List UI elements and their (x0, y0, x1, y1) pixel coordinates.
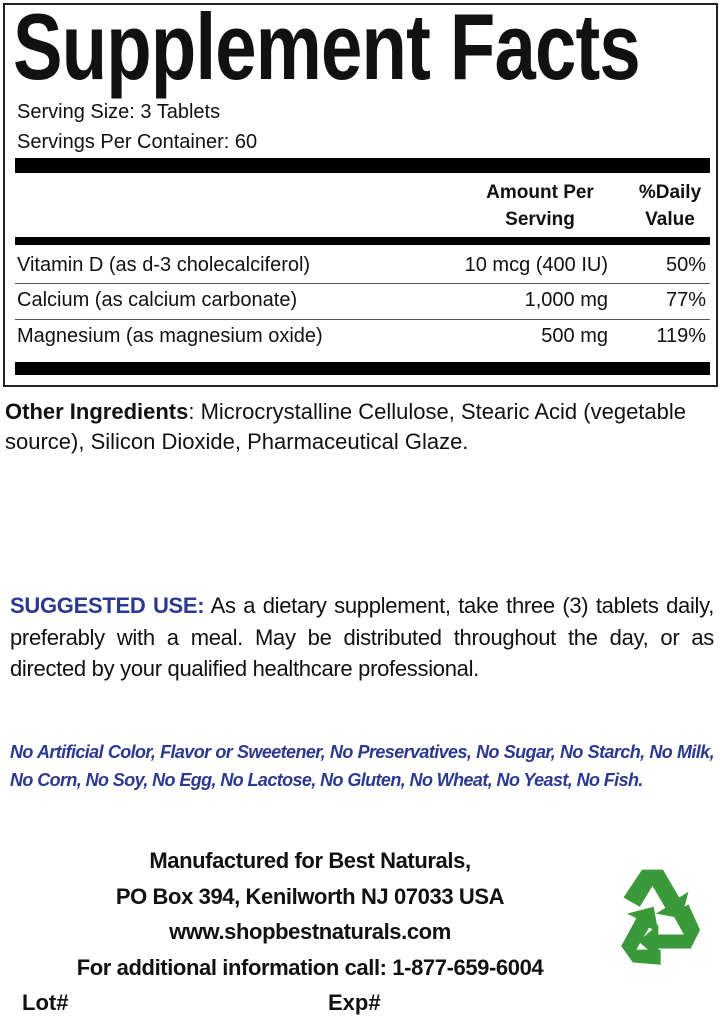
manufacturer-phone: For additional information call: 1-877-6… (76, 955, 544, 980)
free-from-statement: No Artificial Color, Flavor or Sweetener… (10, 742, 715, 790)
servings-per-container: Servings Per Container: 60 (17, 131, 258, 153)
other-ingredients-label: Other Ingredients (5, 399, 189, 424)
manufacturer-line: Manufactured for Best Naturals, (149, 848, 471, 873)
suggested-use-text: As a dietary supplement, take three (3) … (10, 593, 715, 681)
header-amount-line1: Amount Per (486, 182, 594, 203)
nutrient-amount: 500 mg (541, 325, 608, 347)
supplement-facts-panel: Supplement Facts Serving Size: 3 Tablets… (3, 0, 718, 387)
nutrient-name: Magnesium (as magnesium oxide) (17, 325, 323, 347)
nutrient-amount: 1,000 mg (524, 289, 608, 311)
nutrient-amount: 10 mcg (400 IU) (464, 254, 608, 276)
medium-divider (15, 237, 710, 245)
amount-per-serving-header: Amount Per Serving (467, 179, 613, 233)
manufacturer-website: www.shopbestnaturals.com (169, 919, 451, 944)
nutrient-dv: 50% (665, 254, 706, 276)
header-dv-line2: Value (645, 209, 695, 230)
lot-number-label: Lot# (22, 990, 69, 1015)
nutrient-dv: 77% (665, 289, 706, 311)
suggested-use-label: SUGGESTED USE: (10, 593, 205, 618)
other-ingredients-text: : Microcrystalline Cellulose, Stearic Ac… (5, 399, 687, 454)
thick-divider (15, 158, 710, 173)
serving-size: Serving Size: 3 Tablets (17, 101, 221, 123)
nutrient-dv: 119% (656, 325, 706, 347)
suggested-use: SUGGESTED USE: As a dietary supplement, … (10, 590, 714, 685)
row-divider (15, 283, 710, 284)
nutrient-row: Calcium (as calcium carbonate) 1,000 mg … (17, 289, 706, 319)
header-dv-line1: %Daily (638, 182, 702, 203)
bottom-divider (15, 362, 710, 375)
nutrient-row: Vitamin D (as d-3 cholecalciferol) 10 mc… (17, 254, 706, 284)
daily-value-header: %Daily Value (625, 179, 715, 233)
header-amount-line2: Serving (505, 209, 575, 230)
exp-date-label: Exp# (328, 990, 381, 1015)
nutrient-name: Calcium (as calcium carbonate) (17, 289, 298, 311)
recycle-icon (621, 869, 701, 965)
other-ingredients: Other Ingredients: Microcrystalline Cell… (5, 397, 717, 457)
row-divider (15, 319, 710, 320)
panel-title: Supplement Facts (13, 0, 641, 99)
nutrient-row: Magnesium (as magnesium oxide) 500 mg 11… (17, 325, 706, 355)
nutrient-name: Vitamin D (as d-3 cholecalciferol) (17, 254, 311, 276)
manufacturer-address: PO Box 394, Kenilworth NJ 07033 USA (115, 884, 505, 909)
